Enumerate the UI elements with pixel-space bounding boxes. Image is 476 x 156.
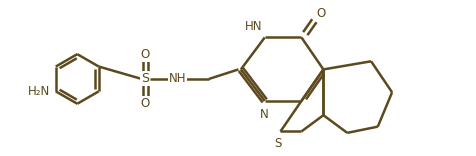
Text: HN: HN bbox=[244, 20, 262, 33]
Text: N: N bbox=[260, 108, 268, 121]
Text: O: O bbox=[140, 48, 150, 61]
Text: NH: NH bbox=[169, 72, 186, 85]
Text: O: O bbox=[315, 7, 325, 20]
Text: O: O bbox=[140, 97, 150, 110]
Text: S: S bbox=[141, 72, 149, 85]
Text: S: S bbox=[274, 137, 281, 150]
Text: H₂N: H₂N bbox=[28, 85, 50, 98]
